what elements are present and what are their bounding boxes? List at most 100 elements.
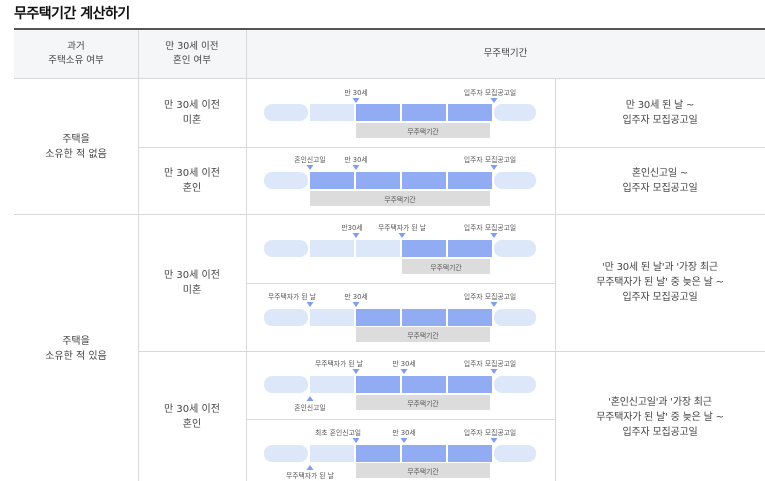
- header-ownership: 과거 주택소유 여부: [14, 30, 138, 79]
- period-box: [310, 191, 490, 206]
- timeline-segment: [402, 104, 446, 121]
- timeline-segment: [310, 445, 354, 462]
- timeline-segment: [356, 376, 400, 393]
- timeline-segment: [448, 445, 492, 462]
- timeline-segment: [264, 240, 308, 257]
- marker-notice: [490, 233, 498, 238]
- label-notice: 입주자 모집공고일: [464, 428, 516, 437]
- timeline-segment: [264, 445, 308, 462]
- timeline-segment: [264, 104, 308, 121]
- label-homeless: 무주택자가 된 날: [378, 223, 426, 232]
- timeline-segment: [264, 376, 308, 393]
- label-marriage: 혼인신고일: [294, 155, 325, 164]
- timeline-segment: [448, 104, 492, 121]
- marker-marriage: [352, 438, 360, 443]
- marker-notice: [490, 438, 498, 443]
- marker-age30: [352, 98, 360, 103]
- timeline-segment: [494, 445, 536, 462]
- row-married-2: 만 30세 이전 혼인: [164, 404, 220, 430]
- period-box: [356, 123, 490, 138]
- label-notice: 입주자 모집공고일: [464, 223, 516, 232]
- timeline-segment: [494, 376, 536, 393]
- label-age30: 만 30세: [392, 428, 415, 437]
- label-notice: 입주자 모집공고일: [464, 292, 516, 301]
- period-label: 무주택기간: [407, 127, 438, 136]
- header-period: 무주택기간: [246, 30, 765, 79]
- timeline-segment: [264, 309, 308, 326]
- timeline-segment: [448, 172, 492, 189]
- label-age30: 만 30세: [392, 359, 415, 368]
- timeline-segment: [310, 104, 354, 121]
- label-age30: 만30세: [341, 223, 362, 232]
- timeline-segment: [402, 445, 446, 462]
- row-never-owned: 주택을 소유한 적 없음: [45, 133, 107, 160]
- marker-age30: [352, 302, 360, 307]
- timeline-segment: [402, 240, 446, 257]
- timeline-segment: [494, 240, 536, 257]
- timeline-segment: [494, 104, 536, 121]
- label-notice: 입주자 모집공고일: [464, 155, 516, 164]
- header-marriage: 만 30세 이전 혼인 여부: [138, 30, 246, 79]
- timeline-segment: [402, 172, 446, 189]
- marker-age30: [352, 233, 360, 238]
- timeline-segment: [494, 172, 536, 189]
- timeline-segment: [310, 172, 354, 189]
- period-label: 무주택기간: [430, 263, 461, 272]
- timeline-segment: [448, 240, 492, 257]
- label-marriage: 혼인신고일: [294, 403, 325, 412]
- label-first-marriage: 최초 혼인신고일: [315, 428, 361, 437]
- marker-homeless: [306, 465, 314, 470]
- marker-notice: [490, 369, 498, 374]
- timeline-segment: [448, 376, 492, 393]
- label-homeless: 무주택자가 된 날: [286, 471, 334, 480]
- homeless-period-table: 과거 주택소유 여부 만 30세 이전 혼인 여부 무주택기간 주택을 소유한 적 없…: [14, 28, 765, 481]
- period-box: [402, 259, 490, 274]
- row-unmarried-1: 만 30세 이전 미혼: [164, 100, 220, 126]
- row-owned: 주택을 소유한 적 있음: [45, 335, 107, 362]
- label-homeless: 무주택자가 된 날: [268, 292, 316, 301]
- marker-notice: [490, 165, 498, 170]
- timeline-segment: [356, 172, 400, 189]
- period-box: [356, 327, 490, 342]
- timeline-segment: [310, 240, 354, 257]
- label-homeless: 무주택자가 된 날: [315, 359, 363, 368]
- period-label: 무주택기간: [384, 195, 415, 204]
- marker-homeless: [352, 369, 360, 374]
- label-age30: 만 30세: [344, 292, 367, 301]
- period-label: 무주택기간: [407, 331, 438, 340]
- label-notice: 입주자 모집공고일: [464, 359, 516, 368]
- marker-notice: [490, 98, 498, 103]
- marker-age30: [352, 165, 360, 170]
- timeline-segment: [264, 172, 308, 189]
- timeline-segment: [356, 309, 400, 326]
- marker-notice: [490, 302, 498, 307]
- period-label: 무주택기간: [407, 399, 438, 408]
- timeline-segment: [494, 309, 536, 326]
- timeline-segment: [356, 104, 400, 121]
- page-title: 무주택기간 계산하기: [14, 6, 130, 22]
- label-age30: 만 30세: [344, 88, 367, 97]
- timeline-segment: [356, 240, 400, 257]
- row-unmarried-2: 만 30세 이전 미혼: [164, 269, 220, 296]
- result-2: 혼인신고일 ~ 입주자 모집공고일: [622, 167, 698, 194]
- label-notice: 입주자 모집공고일: [464, 88, 516, 97]
- period-box: [356, 395, 490, 410]
- timeline-segment: [448, 309, 492, 326]
- result-4: '혼인신고일'과 '가장 최근 무주택자가 된 날' 중 늦은 날 ~ 입주자 모집…: [596, 396, 724, 438]
- label-age30: 만 30세: [344, 155, 367, 164]
- marker-age30: [400, 369, 408, 374]
- marker-marriage: [306, 165, 314, 170]
- result-1: 만 30세 된 날 ~ 입주자 모집공고일: [622, 100, 698, 126]
- result-3: '만 30세 된 날'과 '가장 최근 무주택자가 된 날' 중 늦은 날 ~ 입주…: [596, 262, 724, 303]
- timeline-segment: [402, 309, 446, 326]
- timeline-segment: [356, 445, 400, 462]
- timeline-segment: [310, 376, 354, 393]
- timeline-segment: [402, 376, 446, 393]
- marker-marriage: [306, 396, 314, 401]
- timeline-segment: [310, 309, 354, 326]
- period-label: 무주택기간: [407, 467, 438, 476]
- row-married-1: 만 30세 이전 혼인: [164, 167, 220, 194]
- marker-homeless: [306, 302, 314, 307]
- period-box: [356, 463, 490, 478]
